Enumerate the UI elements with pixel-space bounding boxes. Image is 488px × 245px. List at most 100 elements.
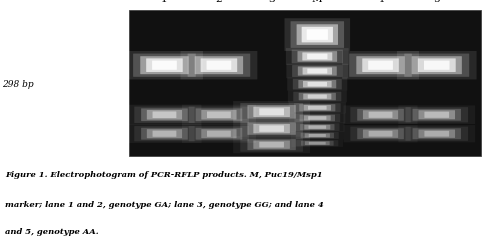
FancyBboxPatch shape [195, 56, 243, 74]
FancyBboxPatch shape [303, 94, 331, 99]
FancyBboxPatch shape [207, 131, 231, 137]
FancyBboxPatch shape [300, 124, 334, 130]
FancyBboxPatch shape [253, 140, 290, 149]
FancyBboxPatch shape [299, 93, 336, 100]
FancyBboxPatch shape [247, 105, 296, 119]
FancyBboxPatch shape [286, 48, 349, 65]
FancyBboxPatch shape [412, 56, 462, 74]
FancyBboxPatch shape [286, 64, 348, 78]
FancyBboxPatch shape [240, 121, 303, 136]
FancyBboxPatch shape [404, 54, 469, 77]
FancyBboxPatch shape [134, 107, 195, 123]
FancyBboxPatch shape [141, 128, 188, 140]
FancyBboxPatch shape [308, 116, 326, 120]
FancyBboxPatch shape [419, 110, 455, 119]
FancyBboxPatch shape [298, 80, 336, 88]
FancyBboxPatch shape [146, 58, 183, 72]
FancyBboxPatch shape [147, 110, 182, 120]
FancyBboxPatch shape [406, 127, 468, 141]
FancyBboxPatch shape [206, 61, 231, 70]
FancyBboxPatch shape [247, 122, 296, 135]
FancyBboxPatch shape [308, 95, 327, 98]
FancyBboxPatch shape [397, 51, 477, 79]
Text: Figure 1. Electrophotogram of PCR-RFLP products. M, Puc19/Msp1: Figure 1. Electrophotogram of PCR-RFLP p… [5, 171, 323, 179]
FancyBboxPatch shape [181, 51, 257, 79]
Text: 2: 2 [216, 0, 222, 4]
FancyBboxPatch shape [305, 133, 330, 137]
FancyBboxPatch shape [187, 54, 250, 77]
FancyBboxPatch shape [292, 49, 343, 63]
Text: 4: 4 [377, 0, 384, 4]
FancyBboxPatch shape [240, 138, 303, 152]
FancyBboxPatch shape [201, 129, 237, 138]
FancyBboxPatch shape [307, 82, 327, 86]
FancyBboxPatch shape [303, 52, 332, 61]
FancyBboxPatch shape [207, 111, 231, 118]
FancyBboxPatch shape [356, 56, 405, 74]
Text: 3: 3 [268, 0, 275, 4]
FancyBboxPatch shape [233, 101, 310, 122]
FancyBboxPatch shape [406, 107, 468, 122]
FancyBboxPatch shape [412, 128, 461, 139]
FancyBboxPatch shape [298, 66, 337, 76]
FancyBboxPatch shape [306, 29, 328, 40]
FancyBboxPatch shape [425, 131, 449, 136]
FancyBboxPatch shape [303, 81, 332, 87]
FancyBboxPatch shape [425, 112, 449, 118]
FancyBboxPatch shape [296, 132, 339, 139]
FancyBboxPatch shape [302, 27, 333, 42]
FancyBboxPatch shape [412, 109, 461, 121]
FancyBboxPatch shape [288, 91, 347, 102]
FancyBboxPatch shape [259, 125, 284, 132]
FancyBboxPatch shape [293, 92, 341, 101]
FancyBboxPatch shape [363, 110, 398, 119]
FancyBboxPatch shape [196, 108, 242, 121]
FancyBboxPatch shape [292, 65, 343, 77]
FancyBboxPatch shape [147, 129, 182, 138]
FancyBboxPatch shape [349, 54, 412, 77]
FancyBboxPatch shape [247, 139, 296, 150]
FancyBboxPatch shape [307, 69, 327, 74]
FancyBboxPatch shape [418, 58, 456, 72]
FancyBboxPatch shape [298, 51, 337, 62]
FancyBboxPatch shape [201, 58, 237, 72]
FancyBboxPatch shape [357, 109, 404, 121]
FancyBboxPatch shape [153, 131, 176, 137]
FancyBboxPatch shape [368, 61, 393, 70]
FancyBboxPatch shape [304, 115, 331, 121]
FancyBboxPatch shape [309, 142, 325, 145]
FancyBboxPatch shape [419, 130, 455, 138]
FancyBboxPatch shape [133, 54, 196, 77]
FancyBboxPatch shape [289, 102, 346, 113]
Text: marker; lane 1 and 2, genotype GA; lane 3, genotype GG; and lane 4: marker; lane 1 and 2, genotype GA; lane … [5, 201, 324, 208]
Text: 5: 5 [433, 0, 440, 4]
FancyBboxPatch shape [293, 79, 342, 89]
FancyBboxPatch shape [182, 105, 256, 125]
FancyBboxPatch shape [287, 78, 347, 91]
FancyBboxPatch shape [297, 24, 338, 45]
FancyBboxPatch shape [285, 18, 350, 51]
FancyBboxPatch shape [127, 105, 202, 125]
FancyBboxPatch shape [301, 133, 334, 138]
FancyBboxPatch shape [357, 128, 404, 139]
FancyBboxPatch shape [294, 114, 340, 122]
FancyBboxPatch shape [196, 128, 242, 140]
FancyBboxPatch shape [253, 107, 290, 117]
Text: 1: 1 [161, 0, 168, 4]
FancyBboxPatch shape [290, 21, 344, 48]
FancyBboxPatch shape [305, 141, 330, 145]
FancyBboxPatch shape [299, 104, 335, 111]
FancyBboxPatch shape [126, 51, 203, 79]
FancyBboxPatch shape [362, 58, 399, 72]
FancyBboxPatch shape [301, 141, 334, 146]
FancyBboxPatch shape [141, 108, 188, 121]
Text: and 5, genotype AA.: and 5, genotype AA. [5, 228, 99, 235]
FancyBboxPatch shape [153, 111, 176, 118]
FancyBboxPatch shape [240, 103, 303, 121]
FancyBboxPatch shape [342, 51, 419, 79]
FancyBboxPatch shape [189, 107, 249, 123]
FancyBboxPatch shape [303, 68, 332, 74]
FancyBboxPatch shape [140, 56, 189, 74]
FancyBboxPatch shape [363, 130, 398, 138]
FancyBboxPatch shape [134, 126, 195, 141]
